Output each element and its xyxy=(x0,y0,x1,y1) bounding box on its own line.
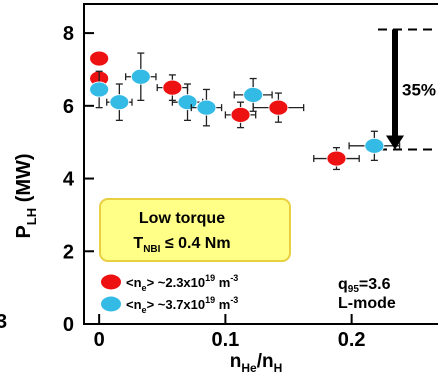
data-point-low-density xyxy=(224,101,257,129)
y-tick-label: 6 xyxy=(63,96,74,118)
legend-swatch-low-density xyxy=(101,274,121,290)
torque-annotation: Low torque TNBI ≤ 0.4 Nm xyxy=(99,198,291,262)
marker xyxy=(196,99,217,116)
reference-lines xyxy=(378,28,438,151)
y-tick-label: 0 xyxy=(63,314,74,336)
y-tick-label: 2 xyxy=(63,241,74,263)
drop-arrow-head xyxy=(386,135,404,150)
marker xyxy=(230,107,251,123)
x-axis-label: nHe/nH xyxy=(230,351,283,375)
data-point-high-density xyxy=(348,130,401,162)
data-points xyxy=(89,50,401,171)
mode-annotation: L-mode xyxy=(338,295,396,312)
marker xyxy=(89,81,110,98)
marker xyxy=(364,137,385,154)
marker xyxy=(130,68,151,85)
plot-frame xyxy=(83,3,438,325)
drop-label: 35% xyxy=(402,80,436,99)
data-point-high-density xyxy=(171,83,204,122)
marker xyxy=(177,94,198,111)
edge-label: 3 xyxy=(0,311,7,333)
legend: <ne> ~2.3x1019 m-3 <ne> ~3.7x1019 m-3 xyxy=(101,273,238,315)
marker xyxy=(109,94,130,111)
data-point-low-density xyxy=(313,146,360,171)
legend-swatch-high-density xyxy=(101,296,121,312)
marker xyxy=(326,150,347,167)
marker xyxy=(243,87,264,103)
data-point-high-density xyxy=(233,77,273,112)
x-tick-label: 0 xyxy=(94,329,105,351)
q95-annotation: q95=3.6 xyxy=(338,276,391,295)
data-point-low-density xyxy=(252,92,305,123)
legend-label-low-density: <ne> ~2.3x1019 m-3 xyxy=(126,273,238,293)
y-axis-label: PLH (MW) xyxy=(13,153,39,238)
torque-box xyxy=(99,198,291,262)
marker xyxy=(162,79,183,96)
legend-label-high-density: <ne> ~3.7x1019 m-3 xyxy=(126,295,238,315)
x-tick-label: 0.1 xyxy=(211,329,239,351)
drop-annotation: 35% xyxy=(386,29,436,150)
y-tick-label: 4 xyxy=(63,169,75,191)
torque-line2: TNBI ≤ 0.4 Nm xyxy=(133,235,230,255)
marker xyxy=(268,99,289,116)
data-point-high-density xyxy=(190,88,223,127)
axis-ticks: 0 2 4 6 8 0 0.1 0.2 xyxy=(63,23,366,351)
data-point-high-density xyxy=(125,52,157,102)
data-point-high-density xyxy=(89,70,110,109)
y-tick-label: 8 xyxy=(63,23,74,45)
x-tick-label: 0.2 xyxy=(338,329,366,351)
torque-line1: Low torque xyxy=(139,210,225,227)
data-point-low-density xyxy=(89,50,110,67)
marker xyxy=(89,50,110,67)
data-point-high-density xyxy=(106,83,133,122)
